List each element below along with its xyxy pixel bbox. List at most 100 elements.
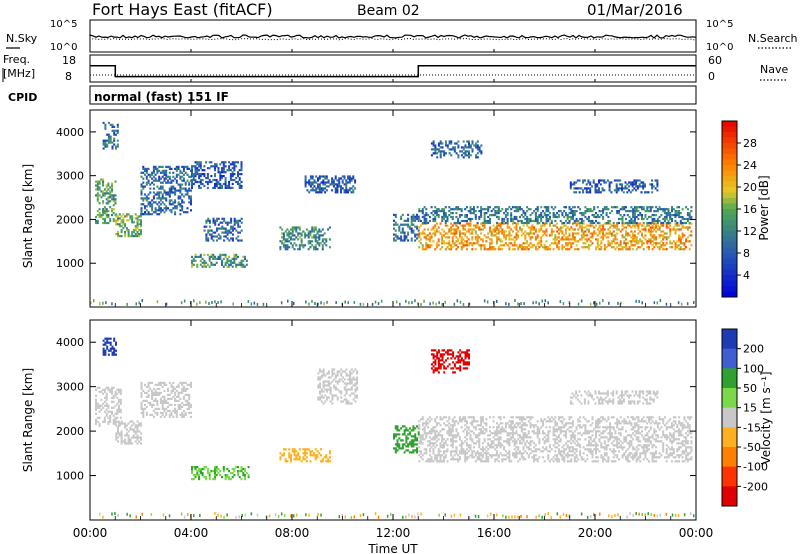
power-region-0 — [95, 178, 117, 225]
noise-right-label: N.Search — [748, 32, 798, 45]
power-colorbar-cell — [722, 176, 737, 182]
x-axis-label: Time UT — [367, 542, 418, 554]
power-colorbar-cell — [722, 198, 737, 204]
power-region-8 — [304, 175, 357, 194]
power-region-9 — [393, 213, 420, 242]
date-label: 01/Mar/2016 — [587, 1, 683, 19]
velocity-colorbar-label: Velocity [m s⁻¹] — [759, 371, 773, 464]
nave-tick-top: 60 — [708, 54, 722, 67]
power-region-12 — [430, 140, 483, 159]
n-search-line — [89, 37, 696, 41]
power-colorbar-tick-label: 16 — [743, 203, 757, 216]
velocity-region-3 — [191, 466, 250, 481]
velocity-colorbar-tick-label: 50 — [743, 382, 757, 395]
velocity-colorbar-tick-label: -50 — [743, 441, 761, 454]
power-colorbar-cell — [722, 126, 737, 133]
x-tick-label: 16:00 — [477, 526, 512, 540]
velocity-colorbar-tick-label: -15 — [743, 421, 761, 434]
power-colorbar-tick-label: 24 — [743, 159, 757, 172]
power-ytick-label-0: 1000 — [56, 257, 84, 270]
velocity-colorbar-tick-label: -200 — [743, 480, 768, 493]
velocity-region-5 — [279, 448, 331, 463]
power-colorbar-cell — [722, 181, 737, 188]
freq-label-line1: Freq. — [3, 53, 30, 66]
velocity-ytick-label-0: 1000 — [56, 470, 84, 483]
freq-tick-top: 18 — [62, 54, 76, 67]
noise-panel: N.Sky 10^5 10^0 10^5 10^0 N.Search — [6, 19, 798, 53]
velocity-region-0 — [95, 386, 122, 427]
power-colorbar-tick-label: 20 — [743, 181, 757, 194]
noise-left-tick-top: 10^5 — [50, 19, 77, 30]
velocity-colorbar-cell — [722, 388, 737, 409]
power-colorbar-cell — [722, 148, 737, 155]
power-colorbar-cell — [722, 275, 737, 281]
nave-label: Nave — [760, 63, 788, 76]
velocity-region-8 — [418, 416, 693, 463]
power-region-3 — [140, 165, 192, 216]
velocity-colorbar-cell — [722, 329, 737, 350]
power-colorbar-cell — [722, 242, 737, 248]
velocity-y-axis-label: Slant Range [km] — [21, 368, 35, 472]
velocity-ytick-label-1: 2000 — [56, 425, 84, 438]
power-colorbar-cell — [722, 280, 737, 287]
cpid-panel: CPID normal (fast) 151 IF — [8, 85, 697, 105]
noise-left-label: N.Sky — [6, 32, 38, 45]
power-colorbar-cell — [722, 143, 737, 149]
velocity-region-9 — [430, 349, 470, 374]
power-colorbar-cell — [722, 225, 737, 232]
power-panel: Slant Range [km] 1000 2000 3000 4000 4 8 12 16… — [21, 109, 771, 308]
velocity-colorbar-cell — [722, 427, 737, 448]
x-tick-label: 00:00 — [73, 526, 108, 540]
noise-right-tick-top: 10^5 — [706, 19, 733, 30]
power-colorbar-cell — [722, 132, 737, 138]
power-colorbar-tick-label: 28 — [743, 137, 757, 150]
velocity-region-4 — [140, 381, 192, 418]
power-colorbar-cell — [722, 220, 737, 226]
velocity-colorbar-cell — [722, 407, 737, 428]
power-region-13 — [569, 179, 659, 194]
power-colorbar-tick-label: 4 — [743, 269, 750, 282]
velocity-region-2 — [115, 420, 142, 445]
power-colorbar-cell — [722, 269, 737, 276]
power-colorbar-cell — [722, 253, 737, 259]
power-colorbar-cell — [722, 154, 737, 160]
frequency-panel: Freq. [MHz] 18 8 60 0 Nave — [2, 53, 788, 83]
power-colorbar-cell — [722, 247, 737, 254]
velocity-near-range-scatter — [99, 512, 695, 519]
power-ytick-label-3: 4000 — [56, 126, 84, 139]
power-colorbar-cell — [722, 121, 737, 127]
beam-label: Beam 02 — [357, 3, 420, 19]
freq-label-line2: [MHz] — [3, 67, 35, 80]
x-tick-label: 12:00 — [376, 526, 411, 540]
nave-tick-bottom: 0 — [708, 70, 715, 83]
power-region-11 — [418, 206, 693, 225]
velocity-colorbar-tick-label: 200 — [743, 343, 764, 356]
velocity-background — [90, 320, 696, 520]
power-colorbar-cell — [722, 286, 737, 292]
power-colorbar-cell — [722, 203, 737, 210]
power-region-10 — [418, 222, 693, 251]
velocity-colorbar-tick-label: 100 — [743, 362, 764, 375]
power-colorbar-cell — [722, 192, 737, 199]
noise-right-tick-bottom: 10^0 — [706, 42, 733, 53]
power-region-2 — [115, 213, 142, 238]
velocity-ytick-label-3: 4000 — [56, 336, 84, 349]
power-colorbar-cell — [722, 258, 737, 265]
power-colorbar-cell — [722, 291, 737, 298]
power-colorbar-tick-label: 12 — [743, 225, 757, 238]
power-colorbar-cell — [722, 165, 737, 171]
n-sky-line — [89, 34, 697, 39]
power-colorbar-cell — [722, 159, 737, 166]
power-colorbar-cell — [722, 209, 737, 215]
power-colorbar-cell — [722, 264, 737, 270]
power-y-axis-label: Slant Range [km] — [21, 164, 35, 268]
cpid-label: CPID — [8, 91, 37, 104]
power-colorbar-cell — [722, 137, 737, 144]
power-region-4 — [191, 161, 243, 189]
velocity-region-6 — [317, 368, 359, 405]
power-colorbar-label: Power [dB] — [757, 175, 771, 240]
velocity-colorbar-cell — [722, 447, 737, 468]
power-region-5 — [191, 253, 248, 268]
